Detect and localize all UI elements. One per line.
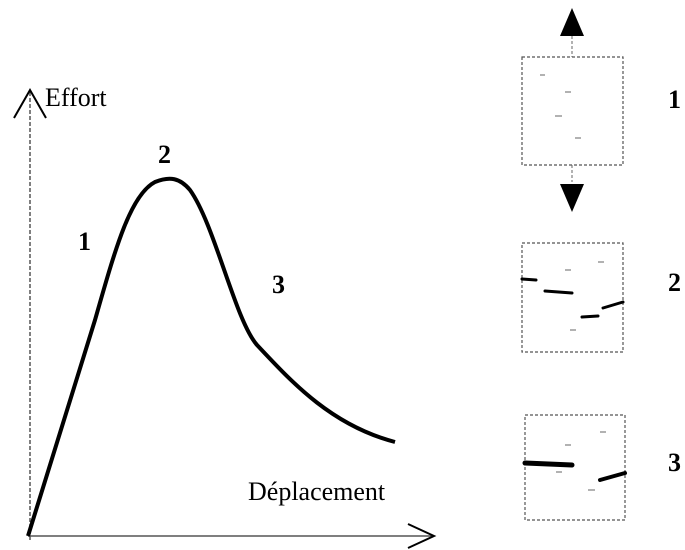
panel-label: 3	[668, 448, 681, 477]
axes	[13, 87, 437, 549]
arrow-up	[560, 8, 584, 36]
x-label: Déplacement	[248, 477, 386, 506]
panel-1: 1	[521, 8, 681, 212]
y-arrow	[13, 87, 47, 119]
panel-label: 1	[668, 85, 681, 114]
specimen	[524, 414, 626, 521]
curve-label: 3	[272, 270, 285, 299]
cracks	[522, 460, 627, 482]
specimen-marks	[565, 261, 604, 331]
panel-3: 3	[522, 414, 681, 521]
panel-label: 2	[668, 268, 681, 297]
specimen	[521, 242, 624, 353]
specimen	[521, 56, 624, 166]
y-label: Effort	[45, 83, 107, 112]
cracks	[520, 277, 625, 319]
panel-2: 2	[520, 242, 681, 353]
curve-label: 2	[158, 140, 171, 169]
specimen-marks	[540, 74, 581, 139]
specimen-marks	[556, 431, 606, 491]
curve	[26, 176, 396, 537]
curve-label: 1	[78, 227, 91, 256]
arrow-down	[560, 184, 584, 212]
x-arrow	[407, 523, 437, 549]
